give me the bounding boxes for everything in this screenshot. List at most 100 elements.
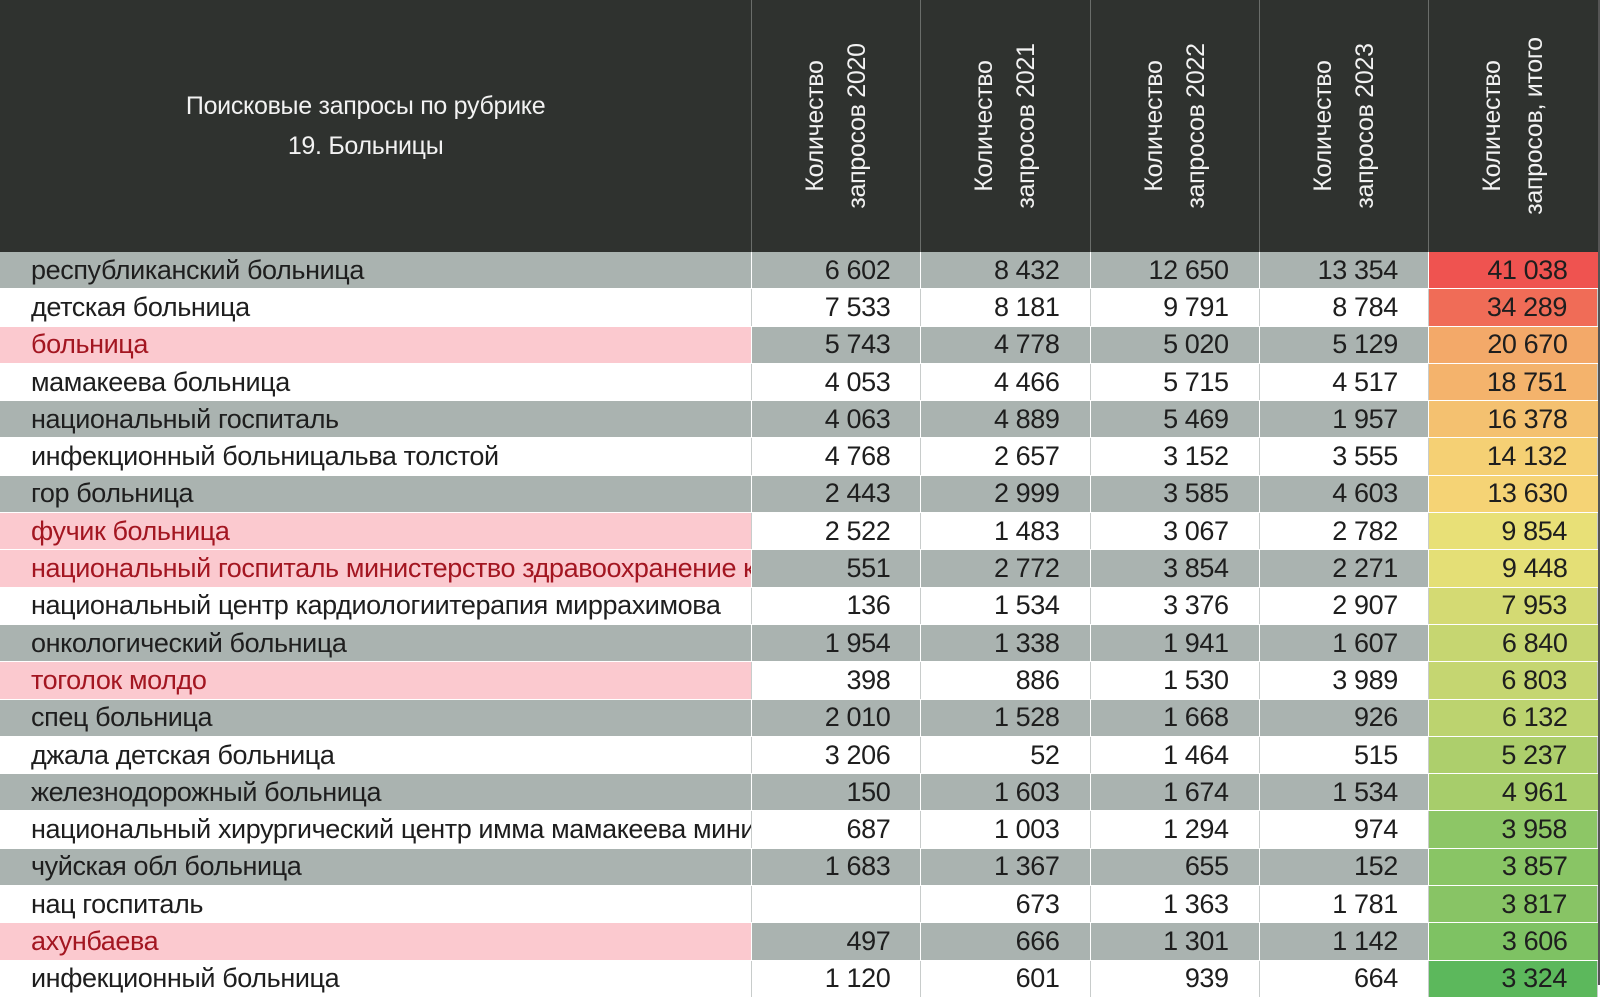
table-row: национальный хирургический центр имма ма… — [0, 810, 1599, 849]
table-row: гор больница 2 443 2 999 3 585 4 603 13 630 — [0, 475, 1598, 514]
row-count-2022: 3 585 — [1090, 475, 1260, 514]
row-count-total: 14 132 — [1428, 437, 1599, 476]
column-header-2020: Количество запросов 2020 — [751, 0, 922, 252]
table-row: больница 5 743 4 778 5 020 5 129 20 670 — [0, 326, 1598, 364]
table-row: инфекционный больница 1 120 601 939 664 3 324 — [0, 960, 1599, 998]
row-count-2023: 1 957 — [1259, 400, 1429, 439]
row-count-2021: 2 657 — [920, 437, 1091, 476]
row-count-2021: 4 466 — [920, 363, 1091, 402]
row-count-2022: 12 650 — [1090, 252, 1260, 290]
row-count-total: 6 803 — [1428, 661, 1599, 700]
table-title-line1: Поисковые запросы по рубрике — [185, 92, 546, 120]
row-count-2023: 4 603 — [1259, 475, 1429, 514]
table-header-row: Поисковые запросы по рубрике 19. Больниц… — [0, 0, 1598, 252]
row-count-2021: 2 999 — [920, 475, 1091, 514]
row-query-name: национальный госпиталь министерство здра… — [0, 549, 753, 588]
row-count-total: 9 448 — [1428, 549, 1598, 588]
row-count-2020: 6 602 — [751, 252, 922, 290]
row-count-total: 5 237 — [1428, 736, 1599, 775]
row-count-2022: 1 941 — [1090, 624, 1260, 663]
row-count-2023: 515 — [1259, 736, 1429, 775]
column-header-total: Количество запросов, итого — [1428, 0, 1598, 252]
row-count-2022: 5 715 — [1090, 363, 1260, 402]
row-count-2020: 2 443 — [751, 475, 922, 514]
row-count-total: 4 961 — [1428, 773, 1598, 812]
row-count-2022: 3 376 — [1090, 587, 1260, 625]
column-header-2020-line2: запросов 2020 — [843, 43, 872, 209]
row-count-2023: 974 — [1259, 810, 1429, 849]
row-count-2021: 666 — [920, 922, 1091, 961]
row-count-2023: 1 534 — [1259, 773, 1429, 812]
row-count-2021: 4 778 — [920, 326, 1091, 364]
row-count-2022: 3 067 — [1090, 512, 1260, 551]
row-query-name: ахунбаева — [0, 922, 753, 961]
row-count-2022: 5 020 — [1090, 326, 1260, 364]
row-count-total: 41 038 — [1428, 252, 1598, 290]
row-query-name: инфекционный больницальва толстой — [0, 437, 753, 476]
row-count-2022: 1 464 — [1090, 736, 1260, 775]
table-row: национальный центр кардиологиитерапия ми… — [0, 587, 1599, 625]
row-count-2021: 1 367 — [920, 848, 1091, 887]
table-row: ахунбаева 497 666 1 301 1 142 3 606 — [0, 922, 1598, 961]
row-count-2020: 4 053 — [751, 363, 922, 402]
row-count-2020: 3 206 — [751, 736, 922, 775]
table-row: чуйская обл больница 1 683 1 367 655 152 3 85… — [0, 848, 1598, 887]
row-count-2020: 398 — [751, 661, 922, 700]
table-row: национальный госпиталь 4 063 4 889 5 469 1 9… — [0, 400, 1598, 439]
row-count-2021: 601 — [920, 960, 1091, 998]
column-header-2021-line1: Количество — [970, 60, 999, 192]
row-count-2023: 3 989 — [1259, 661, 1429, 700]
row-count-2020: 7 533 — [751, 288, 922, 327]
table-row: спец больница 2 010 1 528 1 668 926 6 132 — [0, 699, 1598, 737]
row-count-2023: 664 — [1259, 960, 1429, 998]
row-query-name: фучик больница — [0, 512, 753, 551]
row-query-name: инфекционный больница — [0, 960, 753, 998]
row-count-2021: 1 003 — [920, 810, 1091, 849]
row-count-2021: 1 603 — [920, 773, 1091, 812]
table-row: железнодорожный больница 150 1 603 1 674 1 5… — [0, 773, 1598, 812]
column-header-category: Поисковые запросы по рубрике 19. Больниц… — [0, 0, 753, 252]
column-header-2022: Количество запросов 2022 — [1090, 0, 1260, 252]
table-row: республиканский больница 6 602 8 432 12 650… — [0, 252, 1598, 290]
table-title-line2: 19. Больницы — [287, 132, 444, 160]
row-count-2022: 1 363 — [1090, 885, 1260, 924]
row-count-2021: 8 181 — [920, 288, 1091, 327]
row-query-name: чуйская обл больница — [0, 848, 753, 887]
row-count-2022: 1 301 — [1090, 922, 1260, 961]
table-row: фучик больница 2 522 1 483 3 067 2 782 9 854 — [0, 512, 1599, 551]
row-count-2020: 1 120 — [751, 960, 922, 998]
column-header-2022-line2: запросов 2022 — [1181, 43, 1210, 209]
row-count-2020: 4 768 — [751, 437, 922, 476]
row-count-2020: 551 — [751, 549, 922, 588]
row-count-total: 18 751 — [1428, 363, 1599, 402]
row-count-2022: 1 674 — [1090, 773, 1260, 812]
row-count-2022: 5 469 — [1090, 400, 1260, 439]
row-count-2021: 4 889 — [920, 400, 1091, 439]
row-count-total: 3 857 — [1428, 848, 1598, 887]
row-count-2023: 152 — [1259, 848, 1429, 887]
table-row: тоголок молдо 398 886 1 530 3 989 6 803 — [0, 661, 1599, 700]
row-count-2022: 939 — [1090, 960, 1260, 998]
row-query-name: мамакеева больница — [0, 363, 753, 402]
row-count-2021: 1 528 — [920, 699, 1091, 737]
row-count-2022: 9 791 — [1090, 288, 1260, 327]
column-header-total-line2: запросов, итого — [1520, 37, 1549, 215]
row-count-2023: 2 782 — [1259, 512, 1429, 551]
row-count-2021: 886 — [920, 661, 1091, 700]
table-row: инфекционный больницальва толстой 4 768 2 … — [0, 437, 1599, 476]
row-count-total: 6 840 — [1428, 624, 1598, 663]
row-count-2022: 3 152 — [1090, 437, 1260, 476]
row-count-2020: 5 743 — [751, 326, 922, 364]
row-count-2020: 4 063 — [751, 400, 922, 439]
row-count-2023: 1 781 — [1259, 885, 1429, 924]
row-count-total: 3 324 — [1428, 960, 1599, 998]
row-count-total: 13 630 — [1428, 475, 1598, 514]
row-count-total: 34 289 — [1428, 288, 1599, 327]
row-query-name: национальный хирургический центр имма ма… — [0, 810, 753, 849]
row-query-name: джала детская больница — [0, 736, 753, 775]
row-count-total: 16 378 — [1428, 400, 1598, 439]
row-count-2021: 1 338 — [920, 624, 1091, 663]
row-count-2023: 4 517 — [1259, 363, 1429, 402]
row-count-total: 7 953 — [1428, 587, 1599, 625]
